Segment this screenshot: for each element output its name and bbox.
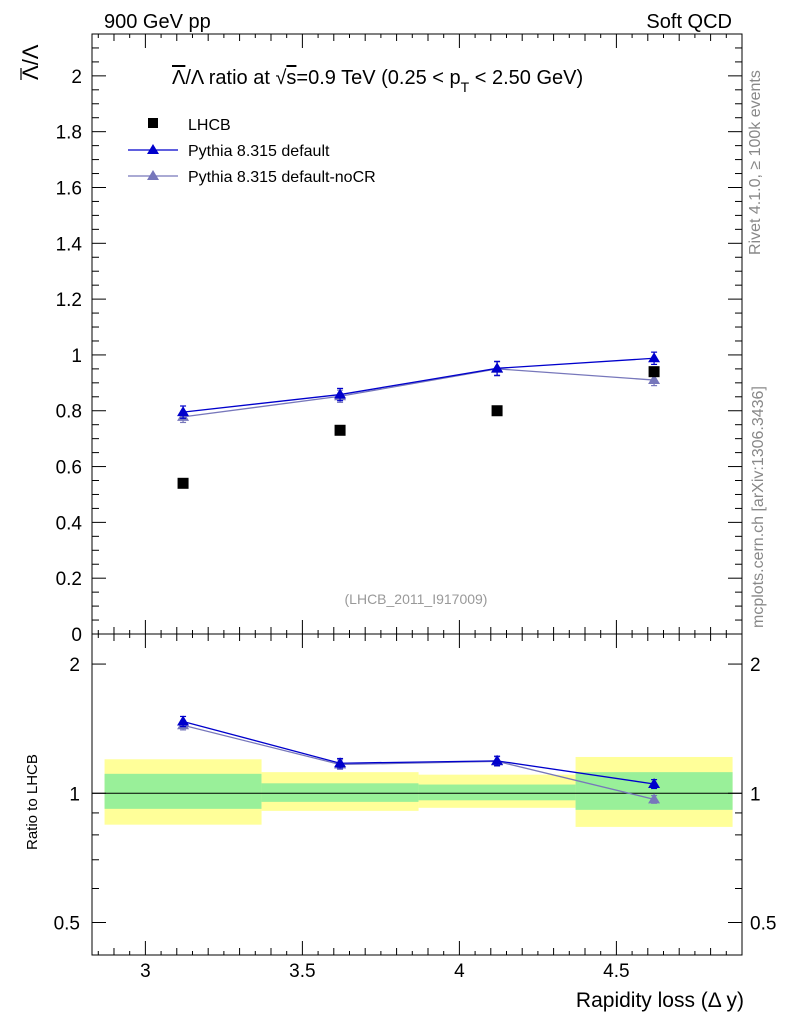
ratio-ytick-label-right: 0.5 bbox=[750, 913, 776, 934]
title-part5: < 2.50 GeV) bbox=[469, 67, 583, 89]
main-ytick-label: 0.6 bbox=[56, 458, 82, 479]
main-point-default bbox=[177, 406, 190, 417]
band-green-2 bbox=[418, 784, 576, 801]
title-part2: s bbox=[286, 67, 296, 89]
legend: LHCB Pythia 8.315 default Pythia 8.315 d… bbox=[128, 117, 376, 186]
main-line-default bbox=[182, 357, 655, 413]
main-point-default bbox=[491, 362, 504, 373]
legend-marker-nocr bbox=[147, 170, 159, 180]
legend-marker-default bbox=[147, 144, 159, 154]
main-line-nocr bbox=[182, 368, 655, 418]
title-sqrt: √ bbox=[275, 67, 286, 89]
main-ytick-label: 1.8 bbox=[56, 123, 82, 144]
ratio-line-nocr bbox=[182, 724, 655, 800]
ratio-panel: Ratio to LHCB Rapidity loss (Δ y) bbox=[24, 754, 744, 1012]
ratio-point-default bbox=[177, 715, 190, 726]
title-lambda-bar: Λ bbox=[172, 67, 186, 89]
ratio-xtick-label: 3.5 bbox=[289, 961, 315, 982]
legend-label-default: Pythia 8.315 default bbox=[188, 143, 330, 160]
main-point-default bbox=[334, 388, 347, 399]
rivet-label: Rivet 4.1.0, ≥ 100k events bbox=[747, 70, 764, 255]
band-green-0 bbox=[104, 773, 262, 809]
main-point-lhcb bbox=[177, 477, 189, 489]
ratio-ytick-label-left: 0.5 bbox=[54, 913, 80, 934]
main-ytick-label: 0.8 bbox=[56, 402, 82, 423]
main-point-default bbox=[648, 352, 661, 363]
watermark: (LHCB_2011_I917009) bbox=[345, 591, 488, 607]
band-green-1 bbox=[261, 783, 419, 802]
title-part4: T bbox=[461, 79, 470, 95]
title-part1: /Λ ratio at bbox=[185, 67, 275, 89]
ratio-xtick-label: 4 bbox=[454, 961, 465, 982]
main-ylabel: Λ/Λ bbox=[18, 44, 43, 80]
main-ytick-label: 2 bbox=[71, 67, 82, 88]
ratio-ytick-label-right: 2 bbox=[750, 655, 761, 676]
ratio-ylabel: Ratio to LHCB bbox=[24, 754, 41, 850]
legend-label-lhcb: LHCB bbox=[188, 117, 231, 134]
main-point-lhcb bbox=[648, 366, 660, 378]
ratio-ytick-label-left: 1 bbox=[69, 784, 80, 805]
ratio-ytick-label-left: 2 bbox=[69, 655, 80, 676]
legend-marker-lhcb bbox=[148, 118, 158, 128]
chart-title: Λ/Λ ratio at √s=0.9 TeV (0.25 < pT < 2.5… bbox=[172, 67, 583, 95]
ratio-point-default bbox=[648, 778, 661, 789]
main-point-lhcb bbox=[334, 424, 346, 436]
main-ytick-label: 0 bbox=[71, 625, 82, 646]
mcplots-label: mcplots.cern.ch [arXiv:1306.3436] bbox=[750, 386, 767, 628]
ratio-point-default bbox=[491, 754, 504, 765]
chart-marks: 0 0.2 0.4 0.6 0.8 1 1.2 1.4 1.6 1.8 2 3 3.5 4 4.5 0.5 0.… bbox=[54, 33, 776, 982]
ratio-frame bbox=[91, 633, 743, 956]
ratio-line-default bbox=[182, 720, 655, 785]
ratio-xlabel: Rapidity loss (Δ y) bbox=[576, 989, 744, 1012]
ratio-xtick-label: 3 bbox=[140, 961, 151, 982]
main-point-lhcb bbox=[491, 405, 503, 417]
main-ytick-label: 1.2 bbox=[56, 290, 82, 311]
main-point-nocr bbox=[648, 374, 661, 385]
title-part3: =0.9 TeV (0.25 < p bbox=[296, 67, 460, 89]
main-ytick-label: 0.2 bbox=[56, 569, 82, 590]
ratio-ytick-label-right: 1 bbox=[750, 784, 761, 805]
ratio-point-nocr bbox=[648, 793, 661, 804]
header-left: 900 GeV pp bbox=[104, 11, 211, 33]
main-ytick-label: 1.6 bbox=[56, 178, 82, 199]
band-green-3 bbox=[575, 772, 733, 810]
ratio-xtick-label: 4.5 bbox=[603, 961, 629, 982]
main-panel: Λ/Λ Λ/Λ ratio at √s=0.9 TeV (0.25 < pT <… bbox=[18, 44, 583, 607]
main-ytick-label: 1.4 bbox=[56, 234, 83, 255]
ratio-point-default bbox=[334, 757, 347, 768]
main-ytick-label: 1 bbox=[71, 346, 82, 367]
legend-label-nocr: Pythia 8.315 default-noCR bbox=[188, 169, 376, 186]
main-ytick-label: 0.4 bbox=[56, 513, 83, 534]
header-right: Soft QCD bbox=[646, 11, 732, 33]
